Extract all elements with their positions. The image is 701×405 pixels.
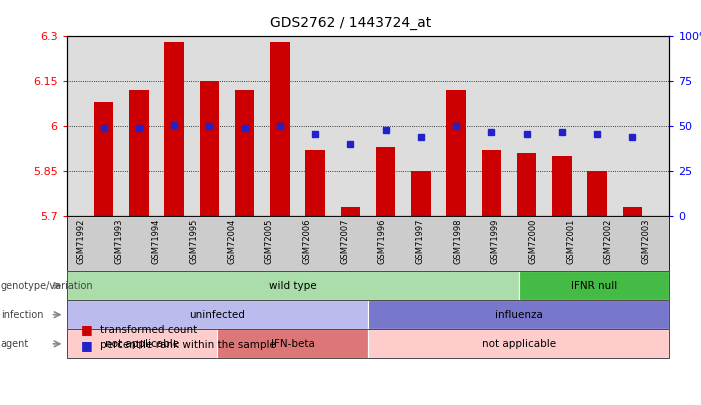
Bar xyxy=(341,207,360,216)
Bar xyxy=(482,150,501,216)
Bar xyxy=(94,102,114,216)
Text: percentile rank within the sample: percentile rank within the sample xyxy=(100,340,276,350)
Text: GSM72007: GSM72007 xyxy=(340,218,349,264)
Text: IFN-beta: IFN-beta xyxy=(271,339,315,349)
Text: infection: infection xyxy=(1,310,43,320)
Text: GSM71995: GSM71995 xyxy=(189,218,198,264)
Bar xyxy=(587,171,607,216)
Bar xyxy=(200,81,219,216)
Bar xyxy=(552,156,571,216)
Text: GSM72005: GSM72005 xyxy=(265,218,274,264)
Bar xyxy=(270,43,290,216)
Bar xyxy=(235,90,254,216)
Bar xyxy=(411,171,430,216)
Bar xyxy=(447,90,466,216)
Bar xyxy=(129,90,149,216)
Text: transformed count: transformed count xyxy=(100,324,198,335)
Bar xyxy=(165,43,184,216)
Text: GSM72003: GSM72003 xyxy=(641,218,651,264)
Bar xyxy=(376,147,395,216)
Text: GSM71996: GSM71996 xyxy=(378,218,387,264)
Text: GSM72001: GSM72001 xyxy=(566,218,576,264)
Text: IFNR null: IFNR null xyxy=(571,281,617,290)
Bar xyxy=(517,153,536,216)
Text: GSM71994: GSM71994 xyxy=(152,218,161,264)
Text: uninfected: uninfected xyxy=(189,310,245,320)
Text: ■: ■ xyxy=(81,339,93,352)
Text: GSM71999: GSM71999 xyxy=(491,218,500,264)
Text: GSM71992: GSM71992 xyxy=(76,218,86,264)
Text: wild type: wild type xyxy=(269,281,316,290)
Bar xyxy=(622,207,642,216)
Text: ■: ■ xyxy=(81,323,93,336)
Text: GDS2762 / 1443724_at: GDS2762 / 1443724_at xyxy=(270,16,431,30)
Text: GSM71993: GSM71993 xyxy=(114,218,123,264)
Text: GSM72006: GSM72006 xyxy=(303,218,311,264)
Text: not applicable: not applicable xyxy=(105,339,179,349)
Text: agent: agent xyxy=(1,339,29,349)
Text: genotype/variation: genotype/variation xyxy=(1,281,93,290)
Text: not applicable: not applicable xyxy=(482,339,556,349)
Text: influenza: influenza xyxy=(495,310,543,320)
Text: GSM71998: GSM71998 xyxy=(454,218,462,264)
Text: GSM72002: GSM72002 xyxy=(604,218,613,264)
Text: GSM72000: GSM72000 xyxy=(529,218,538,264)
Bar xyxy=(306,150,325,216)
Text: GSM71997: GSM71997 xyxy=(416,218,425,264)
Text: GSM72004: GSM72004 xyxy=(227,218,236,264)
